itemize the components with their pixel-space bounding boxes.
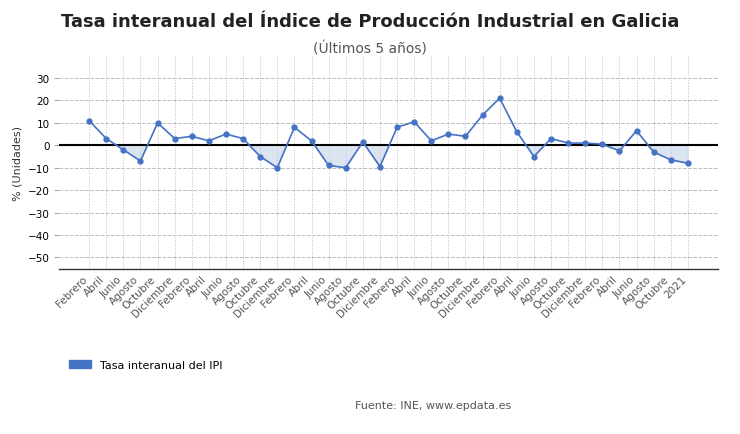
Text: (Últimos 5 años): (Últimos 5 años) <box>313 41 427 56</box>
Text: Fuente: INE, www.epdata.es: Fuente: INE, www.epdata.es <box>355 400 511 410</box>
Legend: Tasa interanual del IPI: Tasa interanual del IPI <box>65 355 227 374</box>
Text: Tasa interanual del Índice de Producción Industrial en Galicia: Tasa interanual del Índice de Producción… <box>61 13 679 31</box>
Y-axis label: % (Unidades): % (Unidades) <box>12 125 22 200</box>
